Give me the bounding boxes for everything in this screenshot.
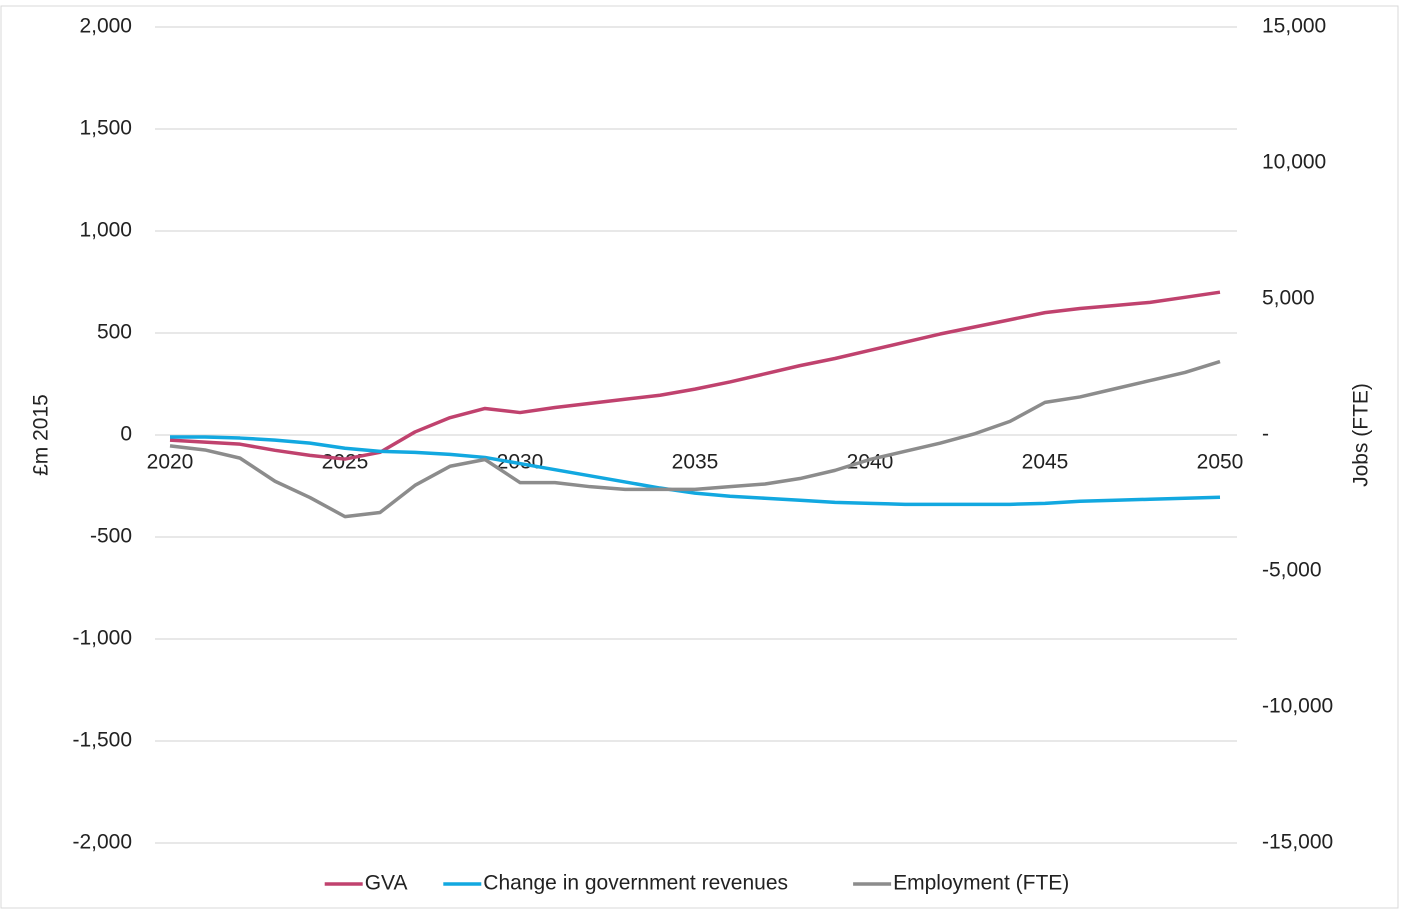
y-tick-label: 2,000: [79, 15, 132, 38]
y2-axis-label: Jobs (FTE): [1350, 383, 1373, 487]
x-tick-label: 2035: [672, 451, 719, 474]
y-tick-label: 1,500: [79, 117, 132, 140]
y-tick-label: 0: [120, 423, 132, 446]
y2-tick-label: 15,000: [1262, 15, 1326, 38]
y2-tick-label: 5,000: [1262, 287, 1315, 310]
y-axis-label: £m 2015: [30, 394, 53, 476]
x-tick-label: 2045: [1022, 451, 1069, 474]
y-tick-label: -2,000: [72, 831, 132, 854]
series-line: [170, 435, 1221, 507]
x-tick-label: 2050: [1197, 451, 1244, 474]
x-tick-label: 2025: [322, 451, 369, 474]
y2-tick-label: 10,000: [1262, 151, 1326, 174]
y2-tick-label: -: [1262, 423, 1269, 446]
y2-tick-label: -15,000: [1262, 831, 1333, 854]
legend-label: Change in government revenues: [483, 872, 788, 895]
y2-tick-label: -5,000: [1262, 559, 1322, 582]
legend-label: GVA: [365, 872, 408, 895]
y-tick-label: -1,000: [72, 627, 132, 650]
x-tick-label: 2020: [147, 451, 194, 474]
y-tick-label: 500: [97, 321, 132, 344]
legend-label: Employment (FTE): [893, 872, 1069, 895]
y2-tick-label: -10,000: [1262, 695, 1333, 718]
y-tick-label: -500: [90, 525, 132, 548]
series-line: [169, 359, 1221, 519]
series-line: [169, 290, 1221, 461]
y-tick-label: -1,500: [72, 729, 132, 752]
y-tick-label: 1,000: [79, 219, 132, 242]
